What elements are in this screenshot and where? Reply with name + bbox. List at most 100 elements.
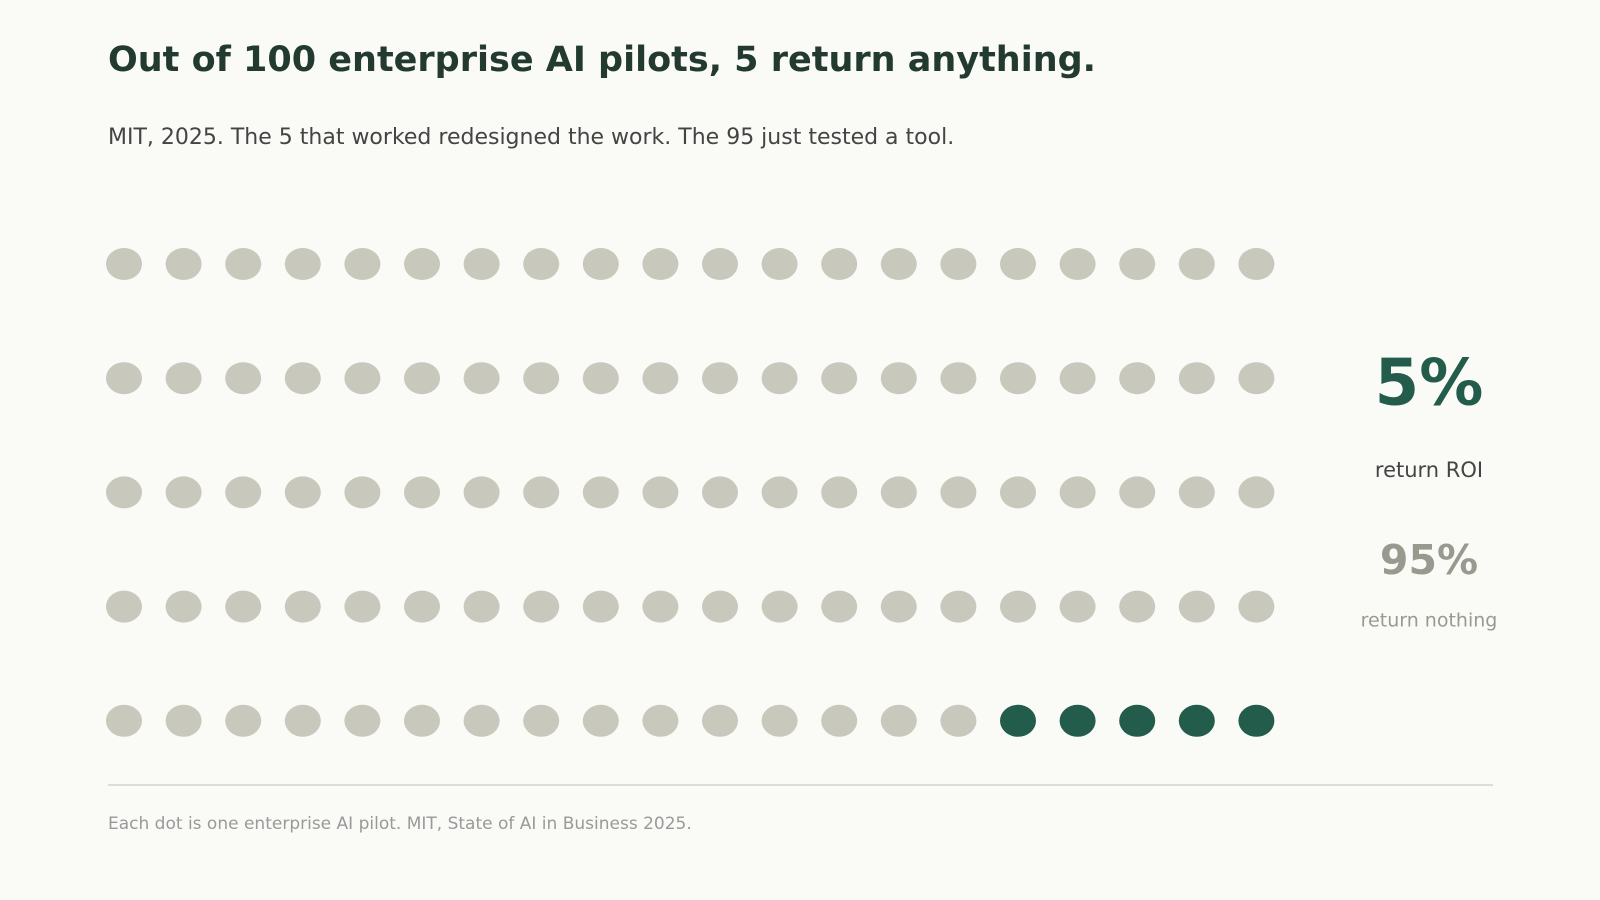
dot	[761, 362, 798, 395]
dot	[1238, 362, 1275, 395]
dot	[463, 476, 500, 509]
dot	[463, 248, 500, 280]
dot	[404, 362, 440, 395]
dot	[106, 590, 142, 623]
dot	[642, 476, 679, 509]
dot	[106, 476, 142, 509]
dot	[344, 476, 381, 509]
dot	[1059, 704, 1096, 737]
chart-subtitle: MIT, 2025. The 5 that worked redesigned …	[108, 125, 954, 150]
dot	[463, 704, 500, 737]
dot	[165, 248, 202, 280]
dot	[225, 248, 262, 280]
dot	[344, 704, 381, 737]
dot	[344, 248, 381, 280]
dot	[702, 362, 738, 395]
dot	[225, 704, 262, 737]
dot	[165, 362, 202, 395]
dot	[1178, 248, 1215, 280]
dot	[523, 590, 560, 623]
dot	[582, 704, 619, 737]
dot	[1119, 476, 1156, 509]
dot	[1178, 476, 1215, 509]
dot	[940, 704, 977, 737]
dot	[1119, 362, 1156, 395]
dot	[523, 476, 560, 509]
dot	[1119, 590, 1156, 623]
dot	[702, 476, 738, 509]
dot	[165, 704, 202, 737]
dot	[284, 476, 321, 509]
dot	[1000, 362, 1036, 395]
dot	[642, 590, 679, 623]
dot	[1238, 248, 1275, 280]
dot	[940, 476, 977, 509]
dot	[642, 248, 679, 280]
dot	[1238, 476, 1275, 509]
dot	[642, 704, 679, 737]
dot	[1000, 476, 1036, 509]
dot	[225, 362, 262, 395]
chart-title: Out of 100 enterprise AI pilots, 5 retur…	[108, 40, 1096, 80]
dot	[404, 248, 440, 280]
dot	[523, 704, 560, 737]
dot	[821, 704, 858, 737]
dot	[582, 248, 619, 280]
dot	[1059, 476, 1096, 509]
dot	[702, 704, 738, 737]
dot	[821, 362, 858, 395]
dot	[821, 590, 858, 623]
dot	[106, 362, 142, 395]
dot	[106, 248, 142, 280]
dot	[284, 362, 321, 395]
dot	[761, 590, 798, 623]
dot	[880, 590, 917, 623]
dot	[1059, 248, 1096, 280]
dot	[404, 704, 440, 737]
dot	[284, 704, 321, 737]
dot	[1238, 704, 1275, 737]
dot	[165, 590, 202, 623]
dot	[1000, 248, 1036, 280]
dot	[1059, 362, 1096, 395]
dot	[404, 590, 440, 623]
dot	[582, 590, 619, 623]
dot	[582, 362, 619, 395]
dot	[225, 590, 262, 623]
dot	[284, 248, 321, 280]
footnote: Each dot is one enterprise AI pilot. MIT…	[108, 814, 692, 834]
dot	[463, 590, 500, 623]
dot	[940, 248, 977, 280]
dot	[1119, 704, 1156, 737]
stat-value: 95%	[1380, 536, 1478, 584]
stat-label: return ROI	[1375, 458, 1483, 482]
dot	[642, 362, 679, 395]
dot	[106, 704, 142, 737]
dot	[1000, 704, 1036, 737]
dot	[702, 590, 738, 623]
dot	[404, 476, 440, 509]
dot	[880, 248, 917, 280]
stat-label: return nothing	[1361, 610, 1498, 632]
dot	[1119, 248, 1156, 280]
dot	[880, 704, 917, 737]
dot	[165, 476, 202, 509]
dot	[225, 476, 262, 509]
dot	[1000, 590, 1036, 623]
dot	[761, 476, 798, 509]
dot	[1178, 590, 1215, 623]
dot	[344, 590, 381, 623]
stat-value: 5%	[1375, 347, 1484, 421]
dot	[344, 362, 381, 395]
dot	[582, 476, 619, 509]
dot	[463, 362, 500, 395]
dot	[702, 248, 738, 280]
dot	[523, 362, 560, 395]
dot	[821, 476, 858, 509]
dot	[1178, 704, 1215, 737]
dot	[284, 590, 321, 623]
dot	[821, 248, 858, 280]
dot	[761, 248, 798, 280]
dot	[523, 248, 560, 280]
